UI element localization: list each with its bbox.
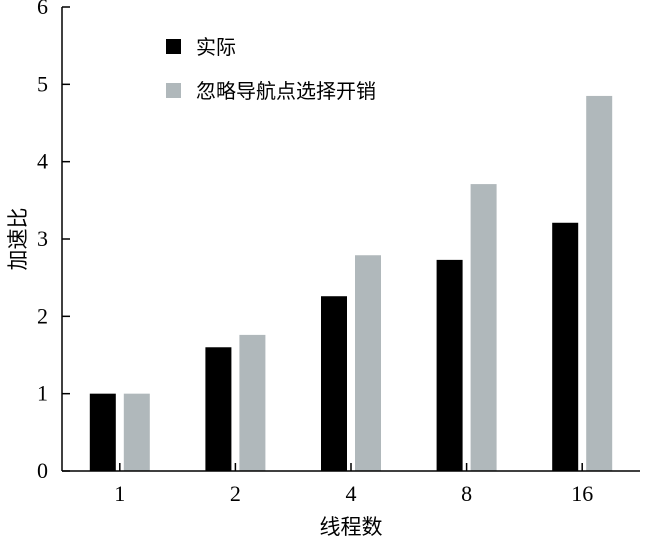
legend-label-1: 忽略导航点选择开销 (196, 79, 376, 103)
bar-actual-1 (89, 393, 116, 471)
y-tick-label-6: 6 (37, 0, 48, 19)
bar-ignore-overhead-2 (239, 334, 266, 471)
ticks-layer: 0 1 2 3 4 5 6 1 2 4 8 16 (37, 0, 593, 506)
x-tick-label-1: 1 (114, 481, 125, 506)
y-tick-label-0: 0 (37, 458, 48, 483)
y-tick-label-3: 3 (37, 226, 48, 251)
bar-ignore-overhead-4 (355, 255, 381, 471)
x-axis-title: 线程数 (320, 515, 383, 539)
bars-layer (89, 95, 613, 472)
y-tick-label-4: 4 (37, 149, 48, 174)
bar-actual-4 (321, 296, 347, 471)
bar-actual-2 (205, 347, 232, 471)
bar-actual-16 (552, 222, 579, 471)
bar-ignore-overhead-8 (470, 184, 497, 472)
bar-ignore-overhead-1 (123, 393, 150, 471)
x-tick-label-2: 2 (230, 481, 241, 506)
bar-ignore-overhead-16 (586, 95, 613, 471)
legend-swatch-0 (166, 39, 181, 54)
y-tick-label-5: 5 (37, 71, 48, 96)
legend-swatch-1 (166, 83, 181, 98)
x-tick-label-16: 16 (571, 481, 593, 506)
x-tick-label-8: 8 (461, 481, 472, 506)
x-tick-label-4: 4 (346, 481, 357, 506)
y-tick-label-2: 2 (37, 303, 48, 328)
legend-label-0: 实际 (196, 35, 236, 59)
y-tick-label-1: 1 (37, 381, 48, 406)
y-axis-title: 加速比 (6, 208, 30, 271)
bar-actual-8 (436, 259, 463, 471)
